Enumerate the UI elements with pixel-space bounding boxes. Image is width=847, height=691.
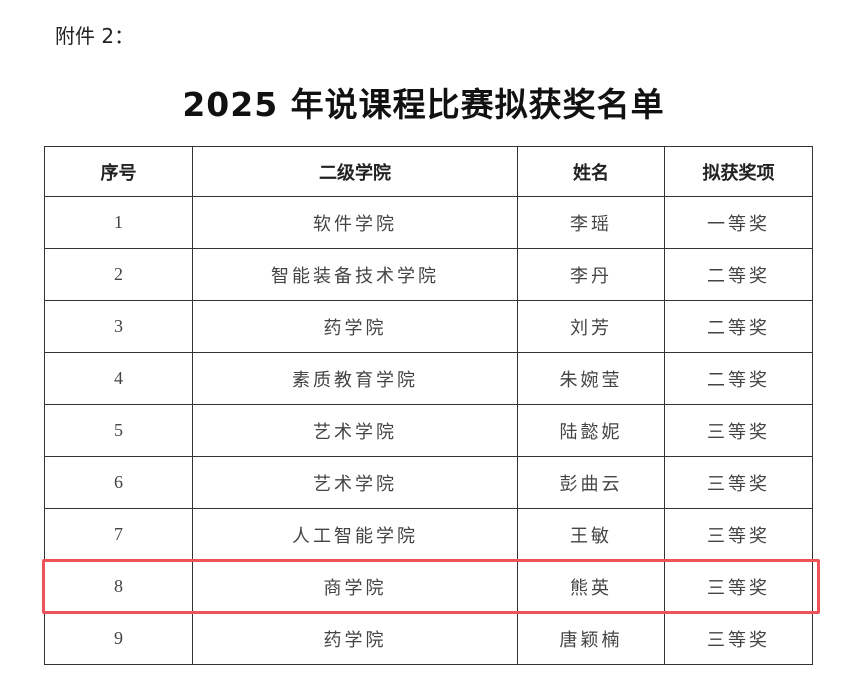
- cell-award: 三等奖: [664, 612, 813, 665]
- cell-name: 刘芳: [517, 300, 665, 353]
- cell-index: 5: [44, 404, 193, 457]
- cell-award: 二等奖: [664, 248, 813, 301]
- cell-index: 9: [44, 612, 193, 665]
- cell-award: 二等奖: [664, 300, 813, 353]
- table-row: 9 药学院 唐颖楠 三等奖: [44, 612, 813, 665]
- cell-college: 艺术学院: [192, 456, 518, 509]
- header-award: 拟获奖项: [664, 146, 813, 197]
- page-title: 2025 年说课程比赛拟获奖名单: [182, 85, 665, 124]
- cell-index: 2: [44, 248, 193, 301]
- table-row: 1 软件学院 李瑶 一等奖: [44, 196, 813, 249]
- table-row: 8 商学院 熊英 三等奖: [44, 560, 813, 613]
- cell-index: 3: [44, 300, 193, 353]
- cell-name: 王敏: [517, 508, 665, 561]
- cell-name: 朱婉莹: [517, 352, 665, 405]
- cell-index: 8: [44, 560, 193, 613]
- award-table: 序号 二级学院 姓名 拟获奖项 1 软件学院 李瑶 一等奖 2 智能装备技术学院 李丹 二等奖…: [44, 146, 813, 665]
- cell-college: 人工智能学院: [192, 508, 518, 561]
- cell-name: 熊英: [517, 560, 665, 613]
- table-row: 5 艺术学院 陆懿妮 三等奖: [44, 404, 813, 457]
- cell-name: 彭曲云: [517, 456, 665, 509]
- cell-college: 艺术学院: [192, 404, 518, 457]
- cell-name: 李瑶: [517, 196, 665, 249]
- cell-award: 三等奖: [664, 404, 813, 457]
- cell-college: 素质教育学院: [192, 352, 518, 405]
- attachment-label: 附件 2：: [55, 24, 135, 48]
- cell-name: 陆懿妮: [517, 404, 665, 457]
- cell-index: 4: [44, 352, 193, 405]
- cell-college: 商学院: [192, 560, 518, 613]
- header-index: 序号: [44, 146, 193, 197]
- table-header-row: 序号 二级学院 姓名 拟获奖项: [44, 146, 813, 197]
- table-row: 4 素质教育学院 朱婉莹 二等奖: [44, 352, 813, 405]
- cell-award: 三等奖: [664, 456, 813, 509]
- header-name: 姓名: [517, 146, 665, 197]
- table-row: 6 艺术学院 彭曲云 三等奖: [44, 456, 813, 509]
- cell-college: 智能装备技术学院: [192, 248, 518, 301]
- cell-name: 李丹: [517, 248, 665, 301]
- table-row: 7 人工智能学院 王敏 三等奖: [44, 508, 813, 561]
- cell-award: 二等奖: [664, 352, 813, 405]
- cell-index: 1: [44, 196, 193, 249]
- table-row: 2 智能装备技术学院 李丹 二等奖: [44, 248, 813, 301]
- table-row: 3 药学院 刘芳 二等奖: [44, 300, 813, 353]
- cell-index: 7: [44, 508, 193, 561]
- cell-name: 唐颖楠: [517, 612, 665, 665]
- cell-college: 软件学院: [192, 196, 518, 249]
- cell-award: 三等奖: [664, 508, 813, 561]
- cell-award: 三等奖: [664, 560, 813, 613]
- cell-college: 药学院: [192, 300, 518, 353]
- cell-award: 一等奖: [664, 196, 813, 249]
- cell-index: 6: [44, 456, 193, 509]
- header-college: 二级学院: [192, 146, 518, 197]
- cell-college: 药学院: [192, 612, 518, 665]
